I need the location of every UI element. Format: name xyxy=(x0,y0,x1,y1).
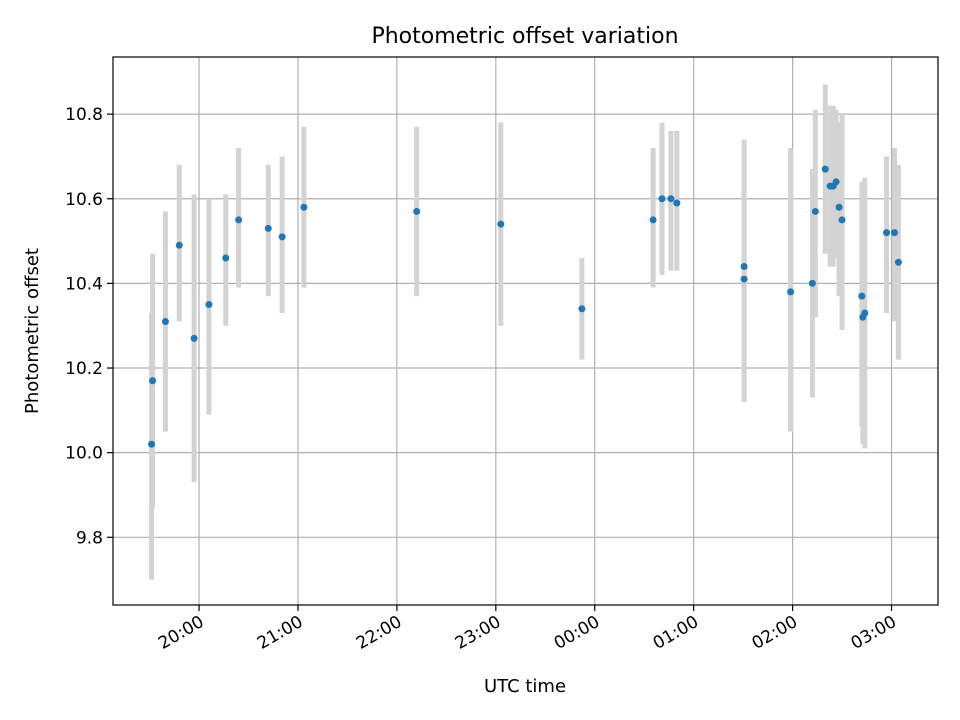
x-tick-label: 03:00 xyxy=(848,612,900,654)
data-point xyxy=(740,275,748,283)
data-point xyxy=(413,207,421,215)
data-point xyxy=(832,178,840,186)
y-tick-label: 10.6 xyxy=(65,190,103,210)
data-point xyxy=(821,165,829,173)
x-tick-label: 02:00 xyxy=(749,612,801,654)
data-point xyxy=(667,195,675,203)
data-point xyxy=(811,207,819,215)
grid-layer xyxy=(113,57,938,605)
y-tick-label: 10.4 xyxy=(65,274,103,294)
data-point xyxy=(861,309,869,317)
data-point xyxy=(838,216,846,224)
data-point xyxy=(649,216,657,224)
data-point xyxy=(497,220,505,228)
point-layer xyxy=(148,165,902,448)
data-point xyxy=(835,203,843,211)
data-point xyxy=(673,199,681,207)
x-tick-label: 23:00 xyxy=(452,612,504,654)
data-point xyxy=(740,262,748,270)
errorbar-layer xyxy=(149,84,901,580)
data-point xyxy=(578,305,586,313)
data-point xyxy=(787,288,795,296)
data-point xyxy=(658,195,666,203)
x-axis-ticks: 20:00 21:00 22:00 23:00 00:00 01:00 02:00 03:00 xyxy=(155,605,900,654)
x-axis-label: UTC time xyxy=(484,676,566,697)
data-point xyxy=(883,229,891,237)
x-tick-label: 22:00 xyxy=(353,612,405,654)
data-point xyxy=(278,233,286,241)
data-point xyxy=(894,258,902,266)
y-tick-label: 10.0 xyxy=(65,444,103,464)
x-tick-label: 01:00 xyxy=(650,612,702,654)
y-tick-label: 10.8 xyxy=(65,105,103,125)
data-point xyxy=(300,203,308,211)
data-point xyxy=(264,224,272,232)
chart-title: Photometric offset variation xyxy=(371,24,678,49)
x-tick-label: 20:00 xyxy=(155,612,207,654)
plot-frame xyxy=(112,56,939,606)
x-tick-label: 00:00 xyxy=(551,612,603,654)
x-tick-label: 21:00 xyxy=(254,612,306,654)
data-point xyxy=(190,334,198,342)
data-point xyxy=(890,229,898,237)
data-point xyxy=(205,301,213,309)
data-point xyxy=(222,254,230,262)
y-axis-ticks: 9.8 10.0 10.2 10.4 10.6 10.8 xyxy=(65,105,113,548)
data-point xyxy=(175,241,183,249)
y-axis-label: Photometric offset xyxy=(22,248,43,414)
data-point xyxy=(149,377,157,385)
y-tick-label: 9.8 xyxy=(76,528,103,548)
data-point xyxy=(235,216,243,224)
y-tick-label: 10.2 xyxy=(65,359,103,379)
data-point xyxy=(148,440,156,448)
data-point xyxy=(808,279,816,287)
data-point xyxy=(161,317,169,325)
data-point xyxy=(858,292,866,300)
